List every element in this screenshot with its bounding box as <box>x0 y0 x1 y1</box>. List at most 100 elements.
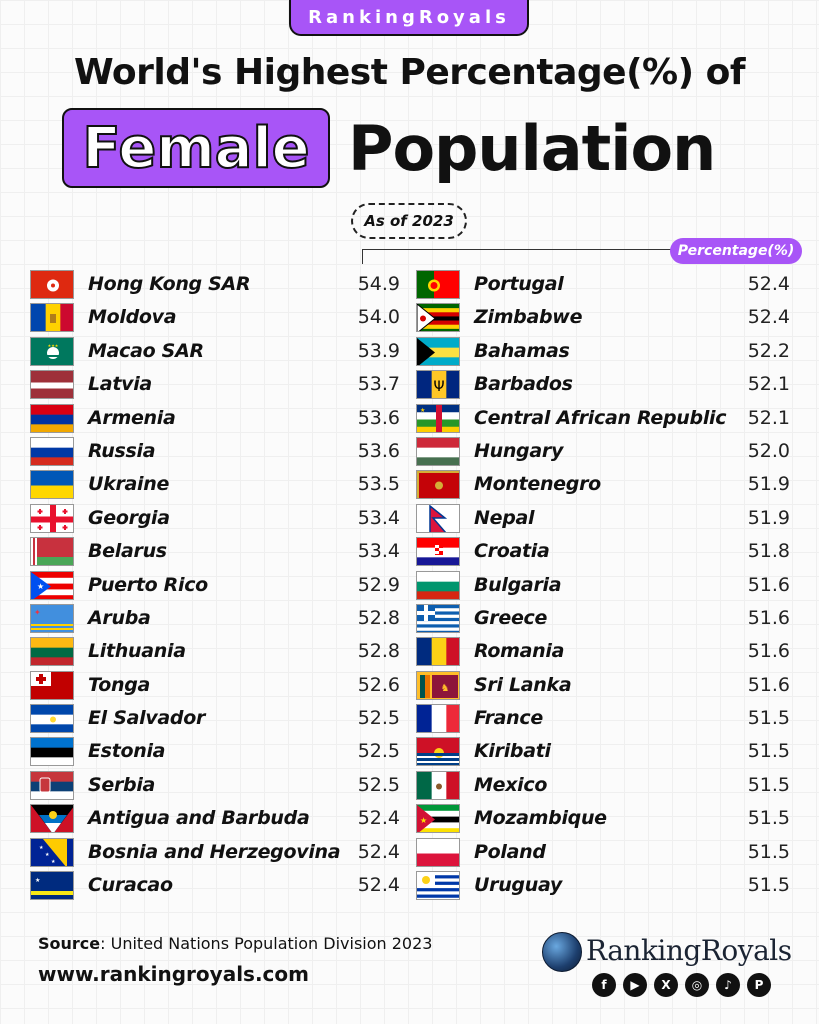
percentage-value: 52.4 <box>357 840 400 863</box>
percentage-value: 52.5 <box>357 773 400 796</box>
percentage-value: 54.9 <box>357 273 400 295</box>
pinterest-icon[interactable]: P <box>747 973 771 997</box>
flag-ge-icon <box>30 503 74 533</box>
country-name: Mozambique <box>474 807 607 830</box>
percentage-value: 51.6 <box>747 673 790 696</box>
percentage-value: 51.5 <box>747 807 790 830</box>
country-name: Barbados <box>474 373 573 396</box>
percentage-label: Percentage(%) <box>670 238 802 264</box>
flag-pt-icon <box>416 270 460 299</box>
flag-pr-icon: ★ <box>30 570 74 600</box>
flag-sv-icon <box>30 704 74 734</box>
percentage-value: 52.5 <box>357 707 400 730</box>
tiktok-icon[interactable]: ♪ <box>716 973 740 997</box>
table-row: ★ ★ ★ Bosnia and Herzegovina 52.4 <box>30 836 400 869</box>
svg-text:✦: ✦ <box>34 608 41 617</box>
table-row: Croatia 51.8 <box>416 535 790 568</box>
table-row: France 51.5 <box>416 702 790 735</box>
percentage-value: 52.1 <box>747 406 790 429</box>
instagram-icon[interactable]: ◎ <box>685 973 709 997</box>
table-row: Serbia 52.5 <box>30 769 400 802</box>
percentage-value: 51.5 <box>747 874 790 897</box>
flag-rs-icon <box>30 770 74 800</box>
flag-np-icon <box>416 503 460 533</box>
flag-am-icon <box>30 403 74 433</box>
brand-tag: RankingRoyals <box>289 0 529 36</box>
country-name: Bahamas <box>474 339 570 362</box>
globe-logo-icon <box>542 932 582 972</box>
logo-text: RankingRoyals <box>586 934 792 967</box>
x-icon[interactable]: X <box>654 973 678 997</box>
table-row: Hong Kong SAR 54.9 <box>30 268 400 301</box>
flag-mo-icon: ★★★ <box>30 336 74 366</box>
country-name: Estonia <box>88 740 166 763</box>
flag-ru-icon <box>30 436 74 466</box>
table-row: Poland 51.5 <box>416 836 790 869</box>
website-url[interactable]: www.rankingroyals.com <box>38 962 309 986</box>
flag-ua-icon <box>30 470 74 500</box>
as-of-badge: As of 2023 <box>351 203 467 239</box>
country-name: Romania <box>474 640 565 663</box>
table-row: ✦ Aruba 52.8 <box>30 602 400 635</box>
flag-me-icon <box>416 470 460 500</box>
table-row: Uruguay 51.5 <box>416 869 790 902</box>
connector-line <box>362 249 675 264</box>
table-row: Latvia 53.7 <box>30 368 400 401</box>
table-row: Portugal 52.4 <box>416 268 790 301</box>
svg-text:★: ★ <box>35 877 40 884</box>
country-name: Sri Lanka <box>474 673 572 696</box>
table-row: El Salvador 52.5 <box>30 702 400 735</box>
youtube-icon[interactable]: ▶ <box>623 973 647 997</box>
country-name: Zimbabwe <box>474 306 583 329</box>
svg-text:★: ★ <box>420 816 427 825</box>
source-note: Source: United Nations Population Divisi… <box>38 934 432 953</box>
flag-hr-icon <box>416 537 460 567</box>
flag-fr-icon <box>416 704 460 734</box>
percentage-value: 52.2 <box>747 339 790 362</box>
country-name: Moldova <box>88 306 177 329</box>
flag-mz-icon: ★ <box>416 804 460 834</box>
country-name: Antigua and Barbuda <box>88 807 310 830</box>
flag-ro-icon <box>416 637 460 667</box>
percentage-value: 51.5 <box>747 707 790 730</box>
country-name: Latvia <box>88 373 152 396</box>
country-name: Lithuania <box>88 640 186 663</box>
country-name: Hungary <box>474 439 564 462</box>
percentage-value: 53.7 <box>357 373 400 396</box>
percentage-value: 52.0 <box>747 439 790 462</box>
percentage-value: 53.4 <box>357 506 400 529</box>
percentage-value: 52.4 <box>747 306 790 329</box>
flag-md-icon <box>30 303 74 333</box>
country-name: Puerto Rico <box>88 573 208 596</box>
country-name: Belarus <box>88 540 167 563</box>
title-rest: Population <box>348 111 716 185</box>
percentage-value: 54.0 <box>357 306 400 329</box>
percentage-value: 53.5 <box>357 473 400 496</box>
percentage-value: 51.9 <box>747 473 790 496</box>
source-label: Source <box>38 934 101 953</box>
country-name: Bulgaria <box>474 573 562 596</box>
country-name: Nepal <box>474 506 535 529</box>
flag-lk-icon: ♞ <box>416 670 460 700</box>
percentage-value: 52.5 <box>357 740 400 763</box>
country-name: Serbia <box>88 773 156 796</box>
title-highlight: Female <box>62 108 330 188</box>
table-row: Tonga 52.6 <box>30 669 400 702</box>
ranking-column-left: Hong Kong SAR 54.9 Moldova 54.0 ★★★ Macao SAR… <box>30 268 400 902</box>
table-row: Bahamas 52.2 <box>416 335 790 368</box>
table-row: Antigua and Barbuda 52.4 <box>30 802 400 835</box>
title-line-1: World's Highest Percentage(%) of <box>74 52 746 93</box>
country-name: Armenia <box>88 406 176 429</box>
table-row: Romania 51.6 <box>416 635 790 668</box>
ranking-column-right: Portugal 52.4 Zimbabwe 52.4 Bahamas 52.2 Ψ Barb… <box>416 268 790 902</box>
table-row: Russia 53.6 <box>30 435 400 468</box>
percentage-value: 51.5 <box>747 840 790 863</box>
facebook-icon[interactable]: f <box>592 973 616 997</box>
flag-pl-icon <box>416 837 460 867</box>
flag-mx-icon <box>416 770 460 800</box>
table-row: Lithuania 52.8 <box>30 635 400 668</box>
country-name: Ukraine <box>88 473 170 496</box>
flag-zw-icon <box>416 303 460 333</box>
percentage-value: 52.9 <box>357 573 400 596</box>
country-name: El Salvador <box>88 707 206 730</box>
